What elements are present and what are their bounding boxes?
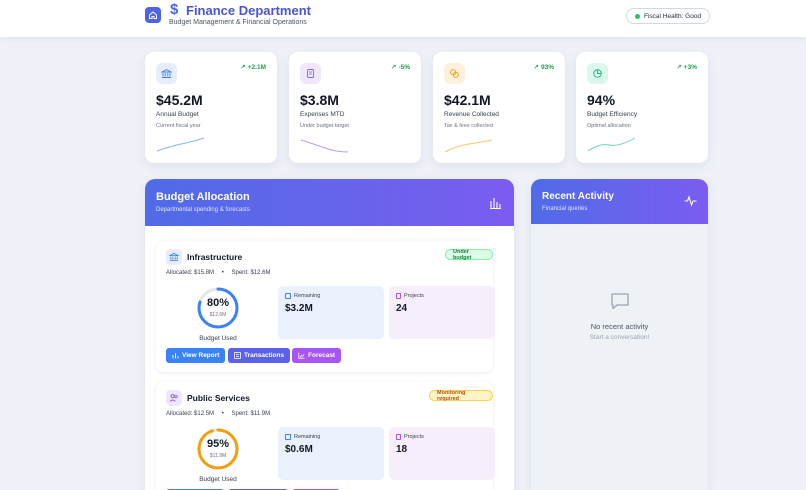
budget-panel-header: Budget Allocation Departmental spending … xyxy=(145,179,514,226)
empty-state-subtitle: Start a conversation! xyxy=(589,334,650,341)
ring-amount: $11.9M xyxy=(209,453,227,459)
stat-value: $45.2M xyxy=(156,92,203,108)
allocation-summary: Allocated: $12.5M • Spent: $11.9M xyxy=(166,411,271,417)
stat-subtext: Optimal allocation xyxy=(587,123,631,129)
status-badge: Monitoring required xyxy=(429,390,493,402)
stat-card-annual-budget[interactable]: ↗ +2.1M $45.2M Annual Budget Current fisc… xyxy=(145,52,277,163)
status-badge: Under budget xyxy=(445,249,493,261)
stat-label: Revenue Collected xyxy=(444,111,499,118)
stat-card-efficiency[interactable]: ↗ +3% 94% Budget Efficiency Optimal alloc… xyxy=(576,52,708,163)
department-card-public-services: Public Services Allocated: $12.5M • Spen… xyxy=(156,382,495,490)
view-report-button[interactable]: View Report xyxy=(166,348,226,363)
separator-dot: • xyxy=(221,411,224,417)
sparkline xyxy=(156,137,205,152)
ring-percent: 95% xyxy=(206,438,230,450)
budget-ring-gauge xyxy=(197,287,239,329)
stat-value: 94% xyxy=(587,92,616,108)
remaining-value: $3.2M xyxy=(285,303,313,314)
message-square-icon xyxy=(611,293,629,310)
department-card-infrastructure: Infrastructure Allocated: $15.8M • Spent… xyxy=(156,241,495,372)
stat-value: $42.1M xyxy=(444,92,491,108)
sparkline xyxy=(587,137,636,152)
activity-panel-header: Recent Activity Financial queries xyxy=(531,179,708,224)
bank-icon xyxy=(156,63,177,84)
wallet-icon xyxy=(285,434,291,440)
forecast-button[interactable]: Forecast xyxy=(292,348,342,363)
projects-value: 18 xyxy=(396,444,408,455)
fiscal-health-badge: Fiscal Health: Good xyxy=(626,8,711,24)
stat-label: Budget Efficiency xyxy=(587,111,638,118)
separator-dot: • xyxy=(221,270,224,276)
remaining-box: Remaining $0.6M xyxy=(278,427,384,480)
trend-indicator: ↗ +3% xyxy=(676,63,697,72)
panel-title: Budget Allocation xyxy=(156,191,250,203)
trend-indicator: ↗ +2.1M xyxy=(240,63,266,72)
remaining-box: Remaining $3.2M xyxy=(278,286,384,339)
ring-caption: Budget Used xyxy=(199,335,237,342)
sparkline xyxy=(444,139,493,153)
pie-chart-icon xyxy=(587,63,608,84)
department-name: Infrastructure xyxy=(187,252,243,262)
empty-state-title: No recent activity xyxy=(590,322,649,331)
trend-up-icon: ↗ xyxy=(676,64,682,71)
projects-box: Projects 18 xyxy=(389,427,495,480)
home-icon xyxy=(149,11,157,19)
remaining-value: $0.6M xyxy=(285,444,313,455)
activity-feed: No recent activity Start a conversation! xyxy=(531,224,708,490)
projects-box: Projects 24 xyxy=(389,286,495,339)
receipt-icon xyxy=(300,63,321,84)
trend-up-icon: ↗ xyxy=(240,64,246,71)
bar-chart-icon[interactable] xyxy=(489,196,502,209)
department-name: Public Services xyxy=(187,393,250,403)
page-title: Finance Department xyxy=(186,3,311,18)
stat-subtext: Tax & fees collected xyxy=(444,123,493,129)
panel-subtitle: Departmental spending & forecasts xyxy=(156,207,250,213)
stat-card-expenses[interactable]: ↗ -5% $3.8M Expenses MTD Under budget tar… xyxy=(289,52,421,163)
home-button[interactable] xyxy=(145,7,161,23)
status-dot-icon xyxy=(635,13,640,19)
coins-icon xyxy=(444,63,465,84)
stat-label: Annual Budget xyxy=(156,111,199,118)
bar-chart-icon xyxy=(172,353,179,359)
sparkline xyxy=(300,139,349,153)
panel-subtitle: Financial queries xyxy=(542,206,588,212)
ring-caption: Budget Used xyxy=(199,476,237,483)
ring-percent: 80% xyxy=(206,297,230,309)
trend-indicator: ↗ -5% xyxy=(390,63,410,72)
wallet-icon xyxy=(285,293,291,299)
recent-activity-panel: Recent Activity Financial queries No rec… xyxy=(531,179,708,490)
stat-card-revenue[interactable]: ↗ 93% $42.1M Revenue Collected Tax & fees… xyxy=(433,52,565,163)
stat-value: $3.8M xyxy=(300,92,339,108)
projects-value: 24 xyxy=(396,303,408,314)
budget-allocation-panel: Budget Allocation Departmental spending … xyxy=(145,179,514,490)
transactions-button[interactable]: Transactions xyxy=(228,348,291,363)
trend-chart-icon xyxy=(298,352,305,359)
panel-title: Recent Activity xyxy=(542,191,614,202)
trend-up-icon: ↗ xyxy=(533,64,539,71)
stat-subtext: Current fiscal year xyxy=(156,123,201,129)
users-icon xyxy=(166,390,182,406)
list-icon xyxy=(234,352,241,359)
trend-up-icon: ↗ xyxy=(390,64,397,71)
document-icon xyxy=(396,434,401,440)
trend-indicator: ↗ 93% xyxy=(533,63,554,72)
activity-pulse-icon[interactable] xyxy=(684,195,697,207)
document-icon xyxy=(396,293,401,299)
page-subtitle: Budget Management & Financial Operations xyxy=(169,19,307,26)
stat-label: Expenses MTD xyxy=(300,111,345,118)
dollar-icon: $ xyxy=(170,1,179,18)
budget-ring-gauge xyxy=(197,428,239,470)
app-header: $ Finance Department Budget Management &… xyxy=(0,0,806,37)
fiscal-health-label: Fiscal Health: Good xyxy=(644,12,702,20)
stat-subtext: Under budget target xyxy=(300,123,349,129)
bank-icon xyxy=(166,249,182,265)
allocation-summary: Allocated: $15.8M • Spent: $12.6M xyxy=(166,270,271,276)
ring-amount: $12.6M xyxy=(209,312,227,318)
